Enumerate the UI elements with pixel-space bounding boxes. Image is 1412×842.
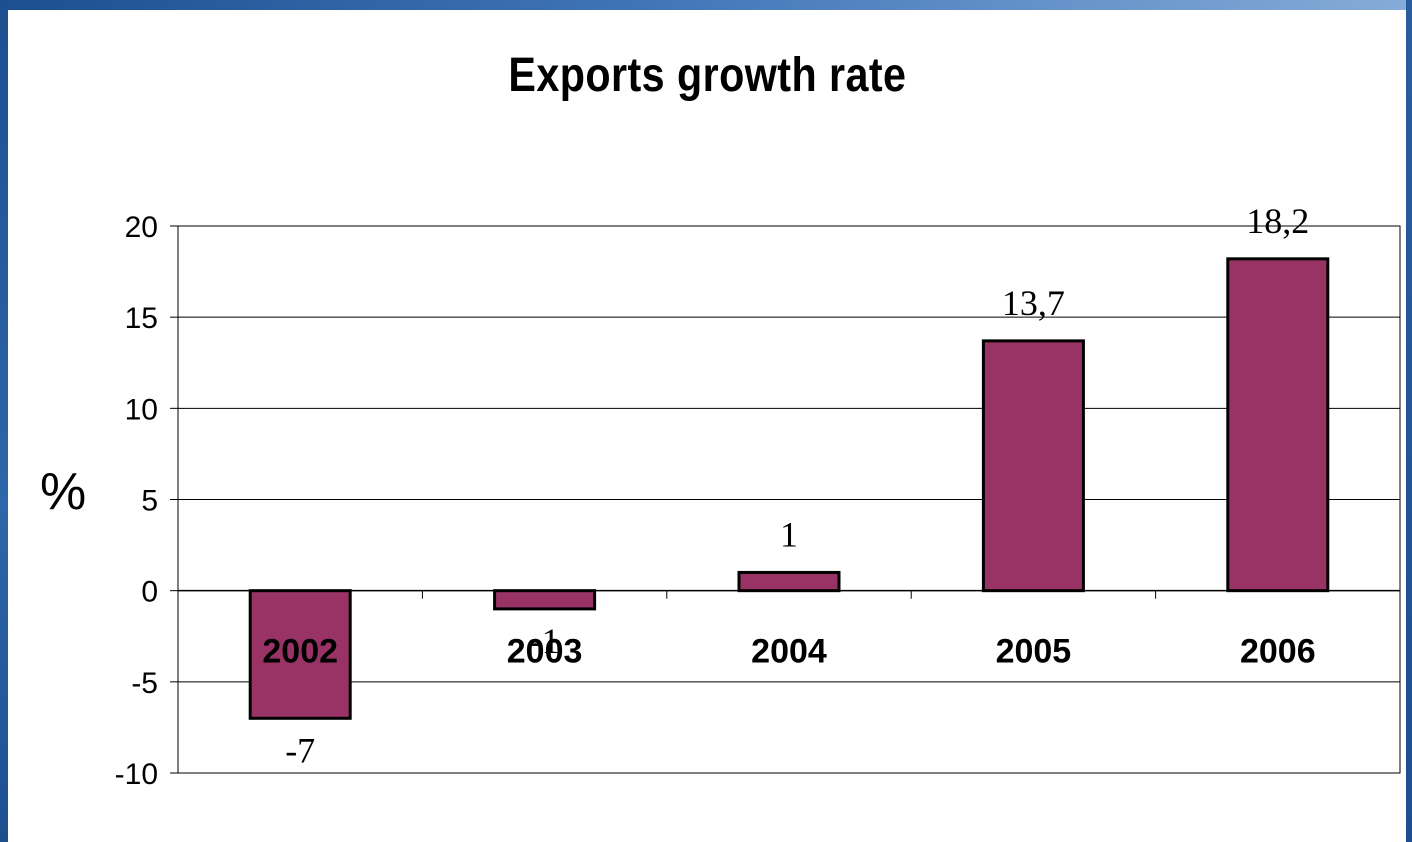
slide-left-border <box>0 0 8 842</box>
category-label: 2006 <box>1240 633 1316 671</box>
y-tick-label: -10 <box>115 758 158 791</box>
category-label: 2005 <box>996 633 1072 671</box>
y-tick-label: 0 <box>141 576 158 609</box>
bar-2006 <box>1226 257 1330 593</box>
data-label: 18,2 <box>1246 201 1309 241</box>
bars <box>248 257 1330 720</box>
slide-top-border <box>0 0 1412 10</box>
chart-title: Exports growth rate <box>508 49 907 102</box>
y-axis-title: % <box>40 463 87 521</box>
category-label: 2003 <box>507 633 583 671</box>
y-tick-label: -5 <box>131 667 158 700</box>
bar-2004 <box>737 570 841 593</box>
bar-2003 <box>493 589 597 611</box>
y-tick-label: 5 <box>141 485 158 518</box>
bar-2005 <box>981 339 1085 593</box>
category-label: 2004 <box>751 633 827 671</box>
plot-frame <box>177 225 1401 774</box>
slide-right-border <box>1406 0 1412 842</box>
bar-2002 <box>248 589 352 720</box>
category-label: 2002 <box>262 633 338 671</box>
data-label: 13,7 <box>1002 283 1065 323</box>
y-tick-label: 15 <box>125 302 158 335</box>
gridlines <box>178 225 1400 774</box>
data-label: -1 <box>530 621 560 661</box>
y-tick-label: 10 <box>125 393 158 426</box>
data-label: 1 <box>780 514 798 554</box>
y-tick-label: 20 <box>125 211 158 244</box>
labels: -10 -5 0 5 10 15 20 2002 2003 2004 2005 2006 -7 -1 1 13… <box>115 201 1316 791</box>
data-label: -7 <box>285 730 315 770</box>
